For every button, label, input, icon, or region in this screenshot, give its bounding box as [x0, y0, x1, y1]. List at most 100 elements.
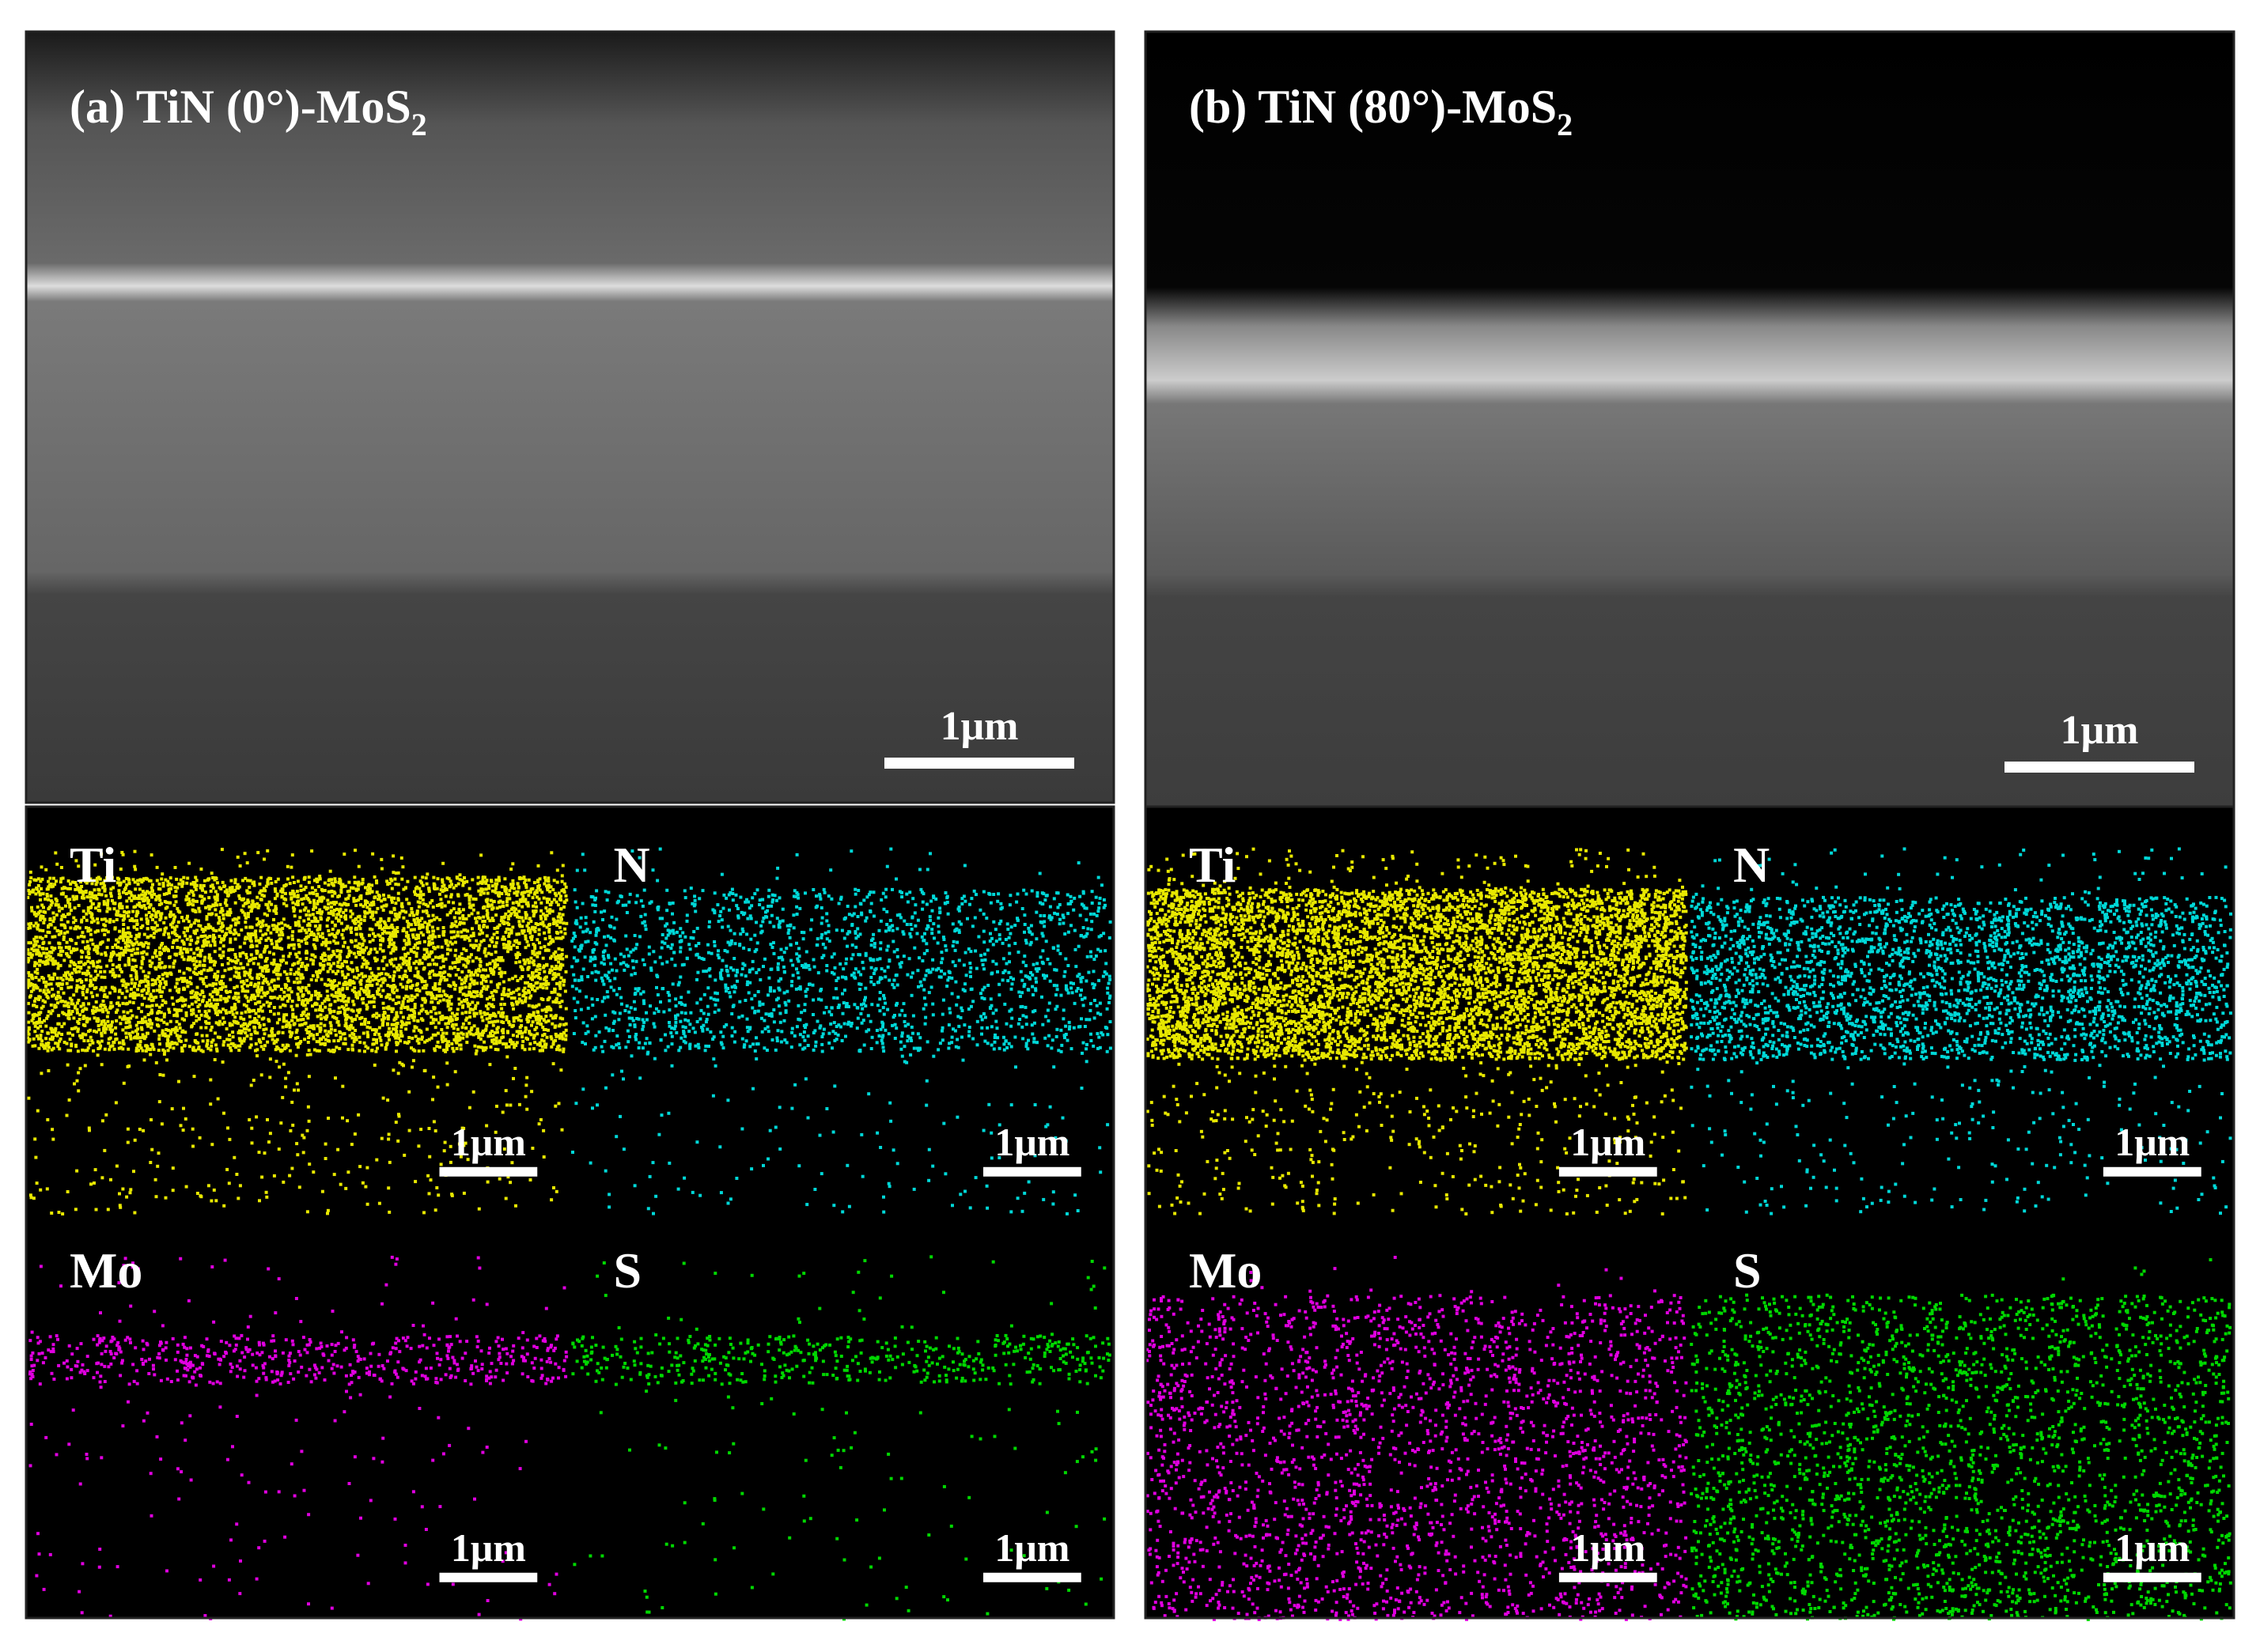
map-dot [288, 951, 292, 955]
map-dot [286, 993, 290, 997]
map-dot [77, 904, 81, 907]
map-dot [293, 914, 297, 918]
map-dot [166, 1038, 170, 1041]
map-dot [292, 947, 296, 951]
map-dot [69, 926, 73, 930]
map-dot [373, 947, 377, 951]
map-dot [176, 977, 180, 981]
map-dot [117, 1046, 121, 1050]
map-dot [315, 936, 319, 939]
map-dot [168, 1019, 172, 1023]
map-area [26, 807, 1114, 1618]
map-dot [231, 1041, 235, 1045]
map-dot [519, 1030, 523, 1034]
map-dot [39, 918, 43, 922]
map-dot [464, 917, 468, 921]
map-dot [376, 992, 380, 996]
map-dot [559, 936, 563, 940]
map-dot [55, 899, 59, 902]
map-dot [305, 936, 309, 939]
map-dot [327, 879, 331, 883]
map-dot [228, 1034, 231, 1038]
map-dot [78, 890, 82, 894]
map-dot [307, 1036, 311, 1040]
map-dot [32, 912, 36, 916]
map-dot [559, 962, 562, 966]
map-dot [246, 1024, 249, 1028]
map-dot [205, 915, 209, 919]
map-dot [327, 962, 331, 966]
map-dot [121, 1047, 125, 1051]
map-dot [450, 1019, 454, 1023]
map-dot [244, 989, 248, 993]
map-dot [287, 955, 291, 958]
map-dot [558, 986, 562, 990]
map-dot [47, 1045, 51, 1049]
map-dot [259, 1005, 263, 1009]
map-dot [410, 907, 414, 910]
map-dot [391, 989, 395, 993]
map-dot [419, 1030, 423, 1034]
map-dot [140, 880, 144, 884]
map-dot [195, 985, 199, 989]
map-dot [179, 878, 183, 882]
map-dot [533, 910, 537, 913]
map-dot [375, 890, 379, 894]
map-dot [203, 928, 207, 932]
map-dot [349, 951, 353, 955]
map-dot [158, 990, 162, 994]
map-dot [353, 944, 357, 948]
map-dot [55, 879, 58, 883]
map-dot [307, 917, 311, 921]
map-dot [221, 929, 225, 933]
map-dot [512, 906, 516, 910]
map-dot [127, 890, 131, 894]
map-dot [173, 985, 177, 989]
map-dot [117, 877, 121, 881]
map-dot [325, 924, 329, 928]
map-dot [537, 932, 541, 936]
map-dot [60, 906, 64, 910]
map-dot [359, 917, 363, 921]
map-dot [369, 902, 373, 905]
map-dot [89, 974, 93, 978]
map-dot [195, 965, 199, 969]
map-dot [411, 1014, 415, 1017]
map-dot [66, 1001, 70, 1005]
map-dot [282, 1018, 286, 1022]
map-dot [407, 1036, 411, 1039]
map-dot [528, 1047, 532, 1051]
map-dot [252, 1008, 256, 1012]
map-dot [260, 966, 263, 970]
map-dot [198, 1017, 201, 1020]
map-dot [81, 991, 85, 994]
map-dot [383, 930, 386, 933]
map-dot [367, 989, 371, 993]
map-dot [58, 981, 62, 985]
map-dot [274, 939, 278, 943]
map-dot [511, 1023, 515, 1027]
map-dot [209, 957, 213, 961]
map-dot [448, 885, 452, 889]
map-dot [357, 880, 361, 884]
map-dot [106, 898, 110, 902]
map-dot [521, 1000, 524, 1004]
map-dot [60, 1025, 64, 1029]
map-dot [229, 940, 233, 944]
map-dot [538, 1019, 542, 1023]
map-dot [493, 989, 497, 992]
map-dot [264, 902, 268, 906]
map-dot [269, 1009, 272, 1013]
map-dot [263, 889, 267, 893]
map-dot [358, 942, 362, 946]
map-dot [128, 1024, 132, 1028]
map-dot [78, 886, 82, 890]
map-dot [111, 963, 115, 967]
map-dot [417, 1049, 421, 1053]
map-dot [214, 1021, 218, 1025]
map-dot [446, 952, 449, 956]
map-dot [178, 1034, 182, 1038]
map-dot [130, 898, 134, 902]
map-dot [559, 916, 563, 920]
map-dot [506, 994, 510, 998]
